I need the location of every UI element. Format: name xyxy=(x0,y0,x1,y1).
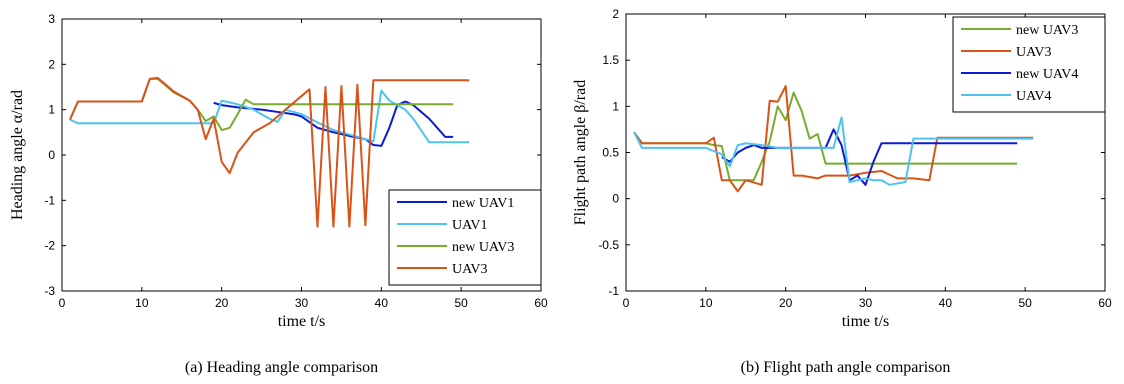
y-tick-label: 3 xyxy=(48,12,55,26)
x-tick-label: 60 xyxy=(534,296,548,310)
x-tick-label: 0 xyxy=(623,296,630,310)
y-tick-label: -3 xyxy=(44,284,55,298)
x-tick-label: 20 xyxy=(779,296,793,310)
x-tick-label: 60 xyxy=(1098,296,1112,310)
legend-label: new UAV3 xyxy=(1016,23,1078,38)
y-tick-label: -1 xyxy=(608,284,619,298)
x-tick-label: 0 xyxy=(59,296,66,310)
x-axis-label: time t/s xyxy=(842,313,890,330)
legend-box xyxy=(952,16,1106,113)
legend-label: UAV4 xyxy=(1016,89,1052,104)
series-line-uav4 xyxy=(633,116,1034,186)
legend: new UAV3 UAV3 new UAV4 UAV4 xyxy=(952,16,1106,113)
y-tick-label: 0.5 xyxy=(602,146,619,160)
x-tick-label: 20 xyxy=(215,296,229,310)
y-axis-label: Flight path angle β/rad xyxy=(572,80,589,225)
y-tick-label: -1 xyxy=(44,193,55,207)
x-tick-label: 10 xyxy=(135,296,149,310)
y-tick-label: 1 xyxy=(48,103,55,117)
legend: new UAV1 UAV1 new UAV3 UAV3 xyxy=(388,189,542,286)
x-tick-label: 40 xyxy=(939,296,953,310)
series-line-uav3 xyxy=(633,85,1034,193)
x-tick-label: 50 xyxy=(1018,296,1032,310)
y-tick-label: 0 xyxy=(48,148,55,162)
legend-label: UAV3 xyxy=(452,262,488,277)
series-line-new-uav4 xyxy=(721,128,1018,186)
y-tick-label: 2 xyxy=(612,7,619,21)
y-tick-label: 0 xyxy=(612,192,619,206)
y-tick-label: 1 xyxy=(612,99,619,113)
legend-label: UAV3 xyxy=(1016,45,1052,60)
series-line-new-uav3 xyxy=(633,91,1018,182)
x-tick-label: 30 xyxy=(295,296,309,310)
legend-label: new UAV1 xyxy=(452,196,514,211)
y-tick-label: -0.5 xyxy=(598,238,619,252)
series-line-uav3 xyxy=(69,76,470,228)
panel-caption: (a) Heading angle comparison xyxy=(185,359,378,376)
legend-label: new UAV3 xyxy=(452,240,514,255)
y-tick-label: 1.5 xyxy=(602,53,619,67)
legend-box xyxy=(388,189,542,286)
x-tick-label: 50 xyxy=(454,296,468,310)
x-tick-label: 40 xyxy=(375,296,389,310)
chart-panel-b: 0 10 20 30 40 50 60 -1 -0.5 0 0.5 1 1.5 2 time t/s Flig… xyxy=(572,7,1112,376)
chart-panel-a: 0 10 20 30 40 50 60 -3 -2 -1 0 1 2 3 time t/s Heading a… xyxy=(9,12,548,376)
x-axis-label: time t/s xyxy=(278,313,326,330)
y-tick-label: -2 xyxy=(44,239,55,253)
x-tick-label: 30 xyxy=(859,296,873,310)
x-tick-label: 10 xyxy=(699,296,713,310)
legend-label: UAV1 xyxy=(452,218,488,233)
legend-label: new UAV4 xyxy=(1016,67,1078,82)
y-axis-label: Heading angle α/rad xyxy=(9,90,26,220)
y-tick-label: 2 xyxy=(48,57,55,71)
panel-caption: (b) Flight path angle comparison xyxy=(741,359,951,376)
